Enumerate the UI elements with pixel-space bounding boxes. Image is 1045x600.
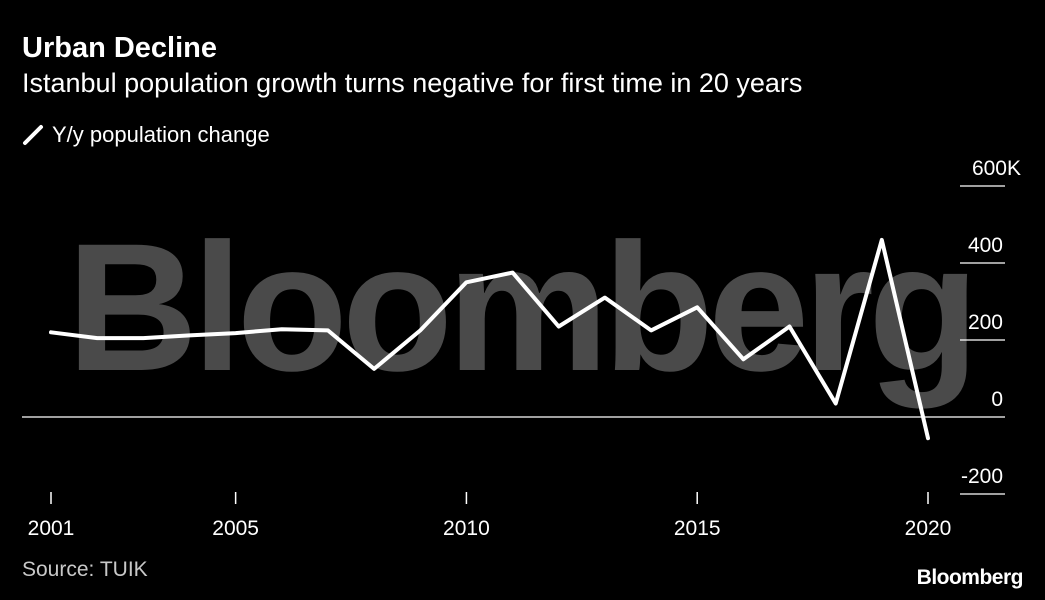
legend: Y/y population change — [22, 122, 270, 148]
legend-label: Y/y population change — [52, 122, 270, 147]
y-tick-label: -200 — [961, 465, 1003, 488]
chart-subtitle: Istanbul population growth turns negativ… — [22, 68, 803, 98]
x-tick-label: 2005 — [212, 517, 259, 540]
series-line — [49, 237, 930, 441]
series-layer — [49, 237, 930, 441]
y-tick-label: 400 — [968, 234, 1003, 257]
slash-line-icon — [23, 125, 43, 145]
x-tick-label: 2020 — [905, 517, 952, 540]
y-axis-ticks: 600K 400 200 0 -200 — [22, 157, 1021, 495]
y-tick-label: 200 — [968, 311, 1003, 334]
source-note: Source: TUIK — [22, 558, 148, 581]
chart-title: Urban Decline — [22, 32, 217, 64]
y-tick-label: 0 — [991, 388, 1003, 411]
bloomberg-logo: Bloomberg — [916, 566, 1024, 589]
bloomberg-watermark: Bloomberg — [67, 205, 974, 409]
x-tick-label: 2015 — [674, 517, 721, 540]
x-axis: 2001 2005 2010 2015 2020 — [28, 492, 952, 540]
x-tick-label: 2001 — [28, 517, 75, 540]
x-tick-label: 2010 — [443, 517, 490, 540]
y-tick-label: 600K — [972, 157, 1021, 180]
